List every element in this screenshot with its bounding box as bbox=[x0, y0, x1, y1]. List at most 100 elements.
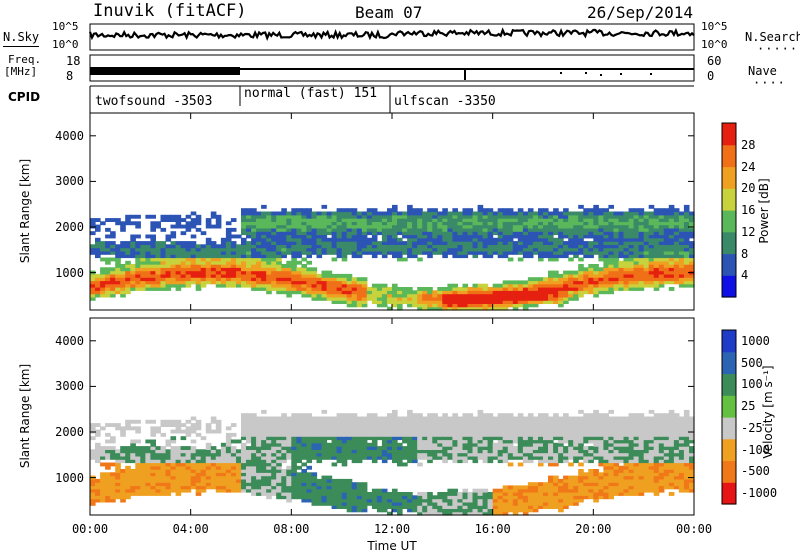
velocity-cell bbox=[467, 429, 474, 434]
velocity-cell bbox=[200, 465, 207, 470]
power-cell bbox=[462, 293, 469, 298]
velocity-cell bbox=[507, 452, 514, 457]
velocity-cell bbox=[477, 511, 484, 516]
velocity-cell bbox=[311, 419, 318, 424]
velocity-cell bbox=[256, 455, 262, 460]
velocity-cell bbox=[618, 469, 625, 473]
power-cell bbox=[195, 257, 202, 262]
velocity-cell bbox=[205, 452, 212, 457]
velocity-cell bbox=[532, 416, 539, 421]
velocity-cell bbox=[190, 416, 197, 421]
power-cell bbox=[573, 250, 579, 255]
velocity-cell bbox=[321, 455, 328, 460]
power-cell bbox=[543, 234, 549, 239]
power-cell bbox=[452, 300, 458, 304]
power-cell bbox=[296, 277, 302, 282]
power-cell bbox=[160, 264, 167, 268]
velocity-cell bbox=[301, 419, 307, 424]
power-cell bbox=[205, 224, 212, 229]
power-cell bbox=[628, 214, 635, 219]
velocity-cell bbox=[90, 436, 96, 441]
velocity-cell bbox=[356, 452, 363, 457]
velocity-cell bbox=[331, 432, 338, 437]
velocity-cell bbox=[95, 485, 101, 490]
power-cell bbox=[487, 293, 494, 298]
power-cell bbox=[326, 224, 333, 229]
velocity-cell bbox=[311, 449, 318, 454]
power-cell bbox=[412, 244, 418, 249]
power-cell bbox=[115, 218, 121, 222]
velocity-cell bbox=[618, 439, 625, 444]
velocity-cell bbox=[301, 462, 307, 467]
velocity-cell bbox=[638, 426, 645, 431]
power-cell bbox=[638, 211, 645, 216]
velocity-cell bbox=[452, 459, 458, 464]
power-cell bbox=[321, 290, 328, 295]
power-cell bbox=[326, 218, 333, 222]
velocity-cell bbox=[110, 439, 116, 444]
power-cell bbox=[241, 283, 247, 288]
velocity-cell bbox=[346, 442, 353, 447]
velocity-cell bbox=[628, 462, 635, 467]
power-cell bbox=[301, 214, 307, 219]
velocity-cell bbox=[336, 501, 343, 506]
velocity-cell bbox=[200, 469, 207, 473]
velocity-cell bbox=[538, 459, 544, 464]
power-cell bbox=[246, 244, 252, 249]
power-cell bbox=[165, 280, 172, 285]
power-cell bbox=[608, 290, 614, 295]
power-cell bbox=[437, 224, 443, 229]
power-cell bbox=[195, 227, 202, 232]
velocity-cell bbox=[110, 449, 116, 454]
velocity-cell bbox=[583, 416, 589, 421]
power-cell bbox=[316, 283, 323, 288]
velocity-cell bbox=[643, 478, 650, 483]
power-cell bbox=[543, 244, 549, 249]
power-cell bbox=[472, 224, 479, 229]
velocity-cell bbox=[578, 469, 584, 473]
power-cell bbox=[115, 270, 121, 275]
power-cell bbox=[532, 303, 539, 308]
power-cell bbox=[246, 257, 252, 262]
velocity-cell bbox=[105, 449, 111, 454]
velocity-cell bbox=[558, 429, 564, 434]
power-cell bbox=[689, 280, 695, 285]
velocity-cell bbox=[246, 423, 252, 427]
velocity-cell bbox=[90, 492, 96, 496]
velocity-cell bbox=[205, 478, 212, 483]
velocity-cell bbox=[437, 446, 443, 450]
power-cell bbox=[155, 244, 161, 249]
velocity-cell bbox=[553, 455, 559, 460]
power-cell bbox=[170, 250, 177, 255]
power-cell bbox=[230, 277, 237, 282]
power-cell bbox=[422, 303, 428, 308]
velocity-cell bbox=[467, 511, 474, 516]
power-cell bbox=[658, 221, 665, 226]
velocity-cell bbox=[346, 432, 353, 437]
velocity-cell bbox=[568, 485, 574, 490]
power-cell bbox=[588, 247, 594, 252]
velocity-cell bbox=[422, 508, 428, 513]
power-cell bbox=[427, 218, 433, 222]
power-cell bbox=[376, 250, 383, 255]
velocity-cell bbox=[185, 455, 192, 460]
power-cell bbox=[286, 244, 292, 249]
power-cell bbox=[301, 218, 307, 222]
power-cell bbox=[442, 221, 448, 226]
velocity-cell bbox=[588, 446, 594, 450]
velocity-cell bbox=[462, 452, 469, 457]
velocity-cell bbox=[527, 426, 534, 431]
power-cell bbox=[150, 247, 156, 252]
velocity-cell bbox=[527, 488, 534, 493]
velocity-cell bbox=[230, 485, 237, 490]
velocity-cell bbox=[336, 439, 343, 444]
velocity-cell bbox=[482, 426, 489, 431]
velocity-cell bbox=[276, 478, 282, 483]
power-cell bbox=[598, 254, 604, 259]
power-cell bbox=[366, 231, 373, 236]
velocity-cell bbox=[135, 452, 141, 457]
power-cell bbox=[336, 218, 343, 222]
velocity-cell bbox=[532, 429, 539, 434]
velocity-cell bbox=[502, 488, 509, 493]
power-cell bbox=[306, 231, 312, 236]
